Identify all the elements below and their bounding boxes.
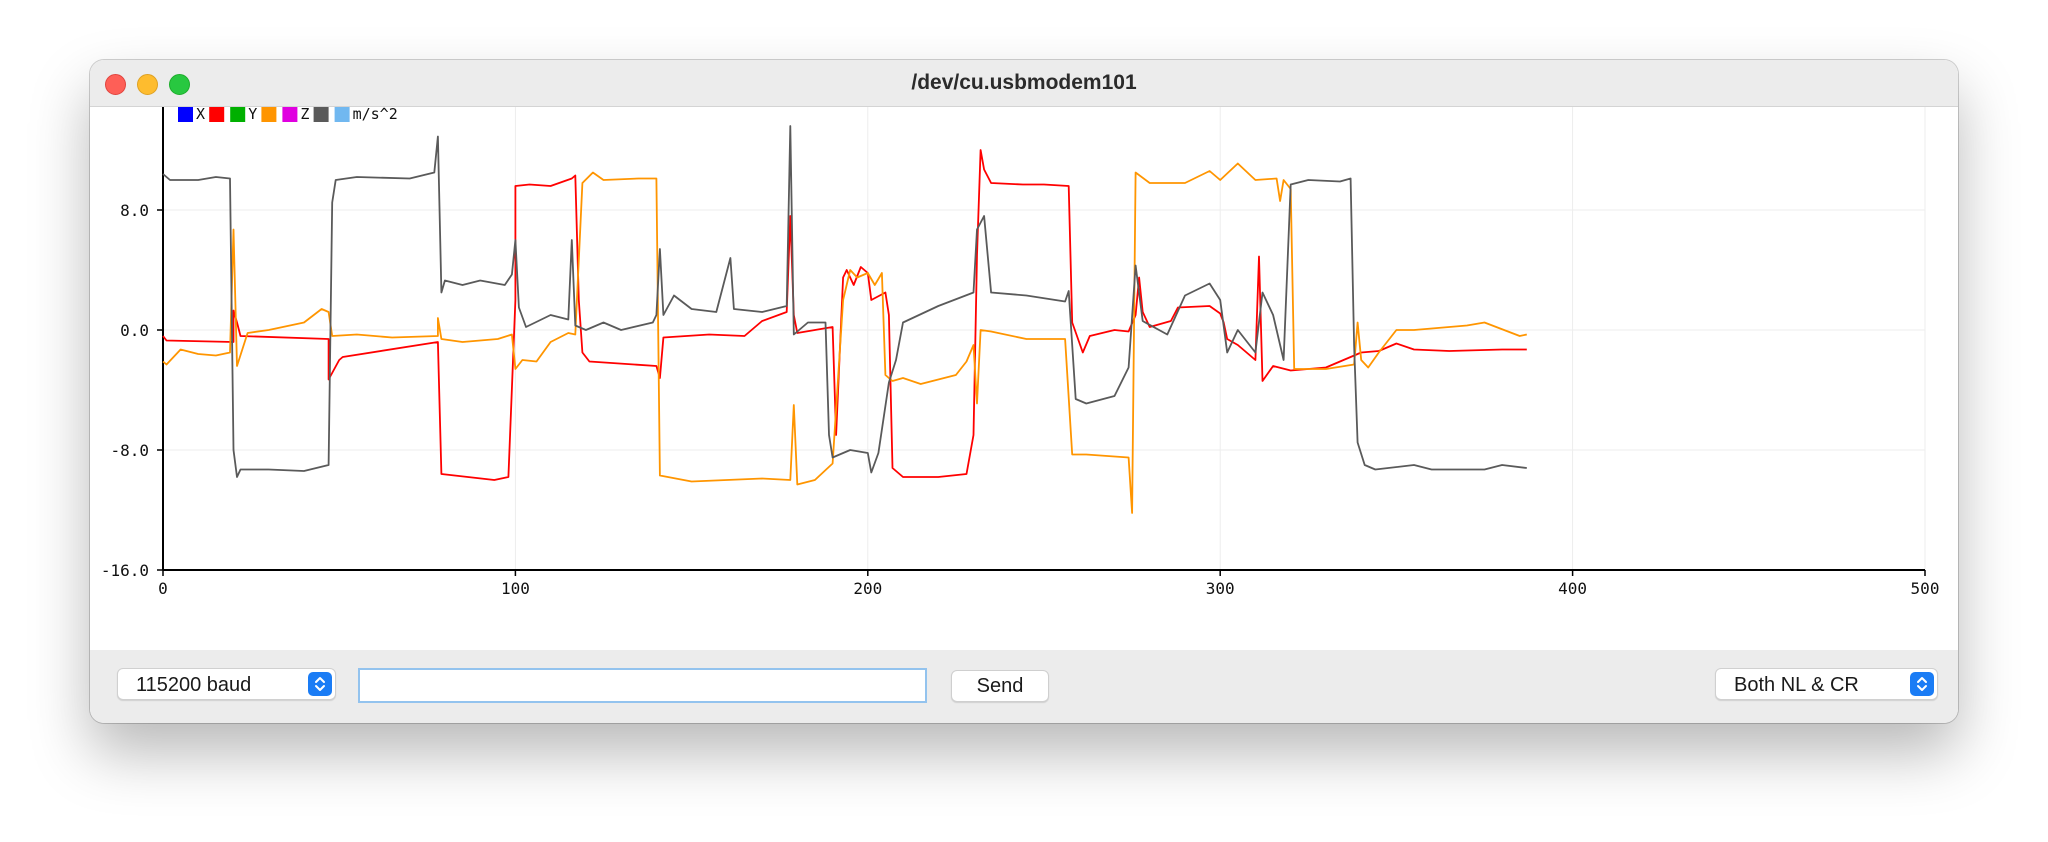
minimize-window-button[interactable] <box>137 74 158 95</box>
plot-area: 010020030040050016.08.00.0-8.0-16.0 XYZm… <box>101 107 1940 598</box>
legend-swatch <box>178 107 193 122</box>
baud-rate-select[interactable]: 115200 baud <box>117 668 336 700</box>
bottom-toolbar: 115200 baud Send Both NL & CR <box>90 650 1958 723</box>
legend-swatch <box>334 107 350 122</box>
y-tick-label: 8.0 <box>120 201 149 220</box>
x-tick-label: 100 <box>501 579 530 598</box>
x-tick-label: 300 <box>1206 579 1235 598</box>
x-tick-label: 0 <box>158 579 168 598</box>
close-window-button[interactable] <box>105 74 126 95</box>
chevron-updown-icon <box>1910 672 1934 696</box>
legend-swatch <box>261 107 277 122</box>
legend-label: m/s^2 <box>353 107 398 123</box>
series-line-3 <box>162 125 1527 478</box>
line-ending-label: Both NL & CR <box>1734 674 1859 696</box>
send-button[interactable]: Send <box>951 670 1049 702</box>
window-title: /dev/cu.usbmodem101 <box>911 71 1137 94</box>
legend-label: Y <box>248 107 257 123</box>
legend-swatch <box>209 107 225 122</box>
x-tick-label: 400 <box>1558 579 1587 598</box>
line-ending-select[interactable]: Both NL & CR <box>1715 668 1938 700</box>
chevron-updown-icon <box>308 672 332 696</box>
plot-axes: 010020030040050016.08.00.0-8.0-16.0 <box>101 107 1940 598</box>
zoom-window-button[interactable] <box>169 74 190 95</box>
y-tick-label: -8.0 <box>110 441 149 460</box>
title-bar: /dev/cu.usbmodem101 <box>90 60 1958 107</box>
plot-series <box>162 125 1527 514</box>
baud-rate-label: 115200 baud <box>136 674 252 696</box>
legend-swatch <box>313 107 329 122</box>
y-tick-label: -16.0 <box>101 561 149 580</box>
legend-swatch <box>282 107 298 122</box>
y-tick-label: 0.0 <box>120 321 149 340</box>
legend-label: X <box>196 107 205 123</box>
series-line-1 <box>162 149 1527 481</box>
legend-label: Z <box>300 107 309 123</box>
x-tick-label: 500 <box>1911 579 1940 598</box>
legend-swatch <box>230 107 246 122</box>
serial-plotter-window: /dev/cu.usbmodem101 010020030040050016.0… <box>90 60 1958 723</box>
x-tick-label: 200 <box>853 579 882 598</box>
series-line-2 <box>162 162 1527 514</box>
message-input[interactable] <box>358 668 927 703</box>
